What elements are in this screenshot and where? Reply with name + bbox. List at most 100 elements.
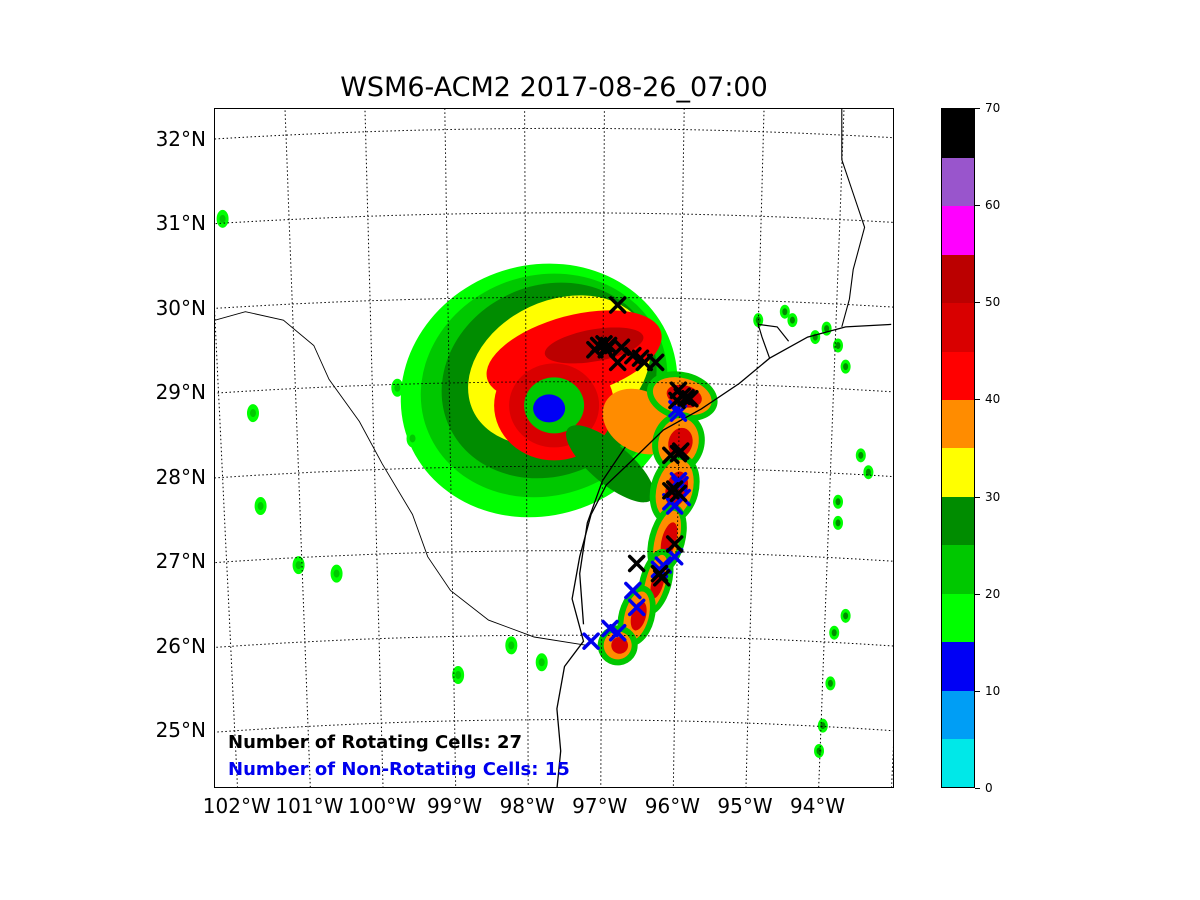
non-rotating-cell-count: Number of Non-Rotating Cells: 15	[228, 759, 570, 780]
colorbar-segment	[942, 157, 974, 207]
reflectivity-blob	[816, 747, 822, 755]
rotating-cell-marker	[650, 564, 669, 583]
reflectivity-blob	[835, 342, 841, 350]
colorbar-tick	[975, 302, 980, 304]
reflectivity-blob	[538, 658, 545, 667]
reflectivity-blob	[219, 214, 226, 223]
colorbar-tick	[975, 205, 980, 207]
parallel-line	[215, 127, 893, 140]
colorbar-segment	[942, 254, 974, 304]
reflectivity-colorbar	[941, 108, 975, 788]
reflectivity-blob	[789, 316, 795, 324]
rotating-cell-marker	[612, 338, 631, 356]
colorbar-tick	[975, 593, 980, 595]
map-axes	[214, 108, 894, 788]
non-rotating-cell-marker	[665, 547, 684, 566]
colorbar-tick-label: 50	[985, 295, 1001, 310]
non-rotating-cell-marker	[627, 598, 646, 617]
longitude-label: 102°W	[202, 794, 271, 818]
latitude-label: 32°N	[155, 126, 206, 151]
colorbar-segment	[942, 351, 974, 401]
non-rotating-cell-marker	[601, 619, 619, 638]
colorbar-tick-label: 60	[985, 198, 1001, 213]
colorbar-segment	[942, 690, 974, 740]
longitude-label: 101°W	[275, 794, 344, 818]
longitude-label: 97°W	[572, 794, 628, 818]
reflectivity-blob	[508, 641, 515, 650]
colorbar-segment	[942, 544, 974, 594]
longitude-label: 100°W	[348, 794, 416, 818]
reflectivity-blob	[257, 502, 264, 511]
parallel-line	[215, 296, 893, 309]
non-rotating-cell-marker	[669, 471, 688, 490]
colorbar-segment	[942, 399, 974, 449]
reflectivity-blob	[843, 612, 849, 620]
graticule-gridlines	[215, 109, 893, 787]
parallel-line	[215, 212, 893, 225]
latitude-label: 27°N	[155, 549, 206, 574]
reflectivity-blob	[835, 498, 841, 506]
reflectivity-blob	[843, 363, 849, 371]
reflectivity-blob	[394, 383, 401, 392]
boundary-line	[215, 311, 588, 646]
colorbar-tick-label: 20	[985, 586, 1001, 601]
parallel-line	[215, 465, 893, 479]
latitude-label: 26°N	[155, 633, 206, 658]
coastline-and-borders	[215, 109, 892, 787]
latitude-label: 28°N	[155, 464, 206, 489]
boundary-line	[841, 109, 866, 328]
latitude-label: 29°N	[155, 380, 206, 405]
colorbar-tick	[975, 788, 980, 789]
colorbar-segment	[942, 448, 974, 497]
colorbar-segment	[942, 496, 974, 546]
boundary-line	[556, 323, 892, 787]
reflectivity-blob	[295, 561, 302, 570]
rotating-cell-count: Number of Rotating Cells: 27	[228, 732, 523, 753]
rotating-cell-marker	[665, 535, 684, 553]
colorbar-segment	[942, 205, 974, 255]
colorbar-tick	[975, 496, 980, 498]
reflectivity-blob	[782, 308, 788, 316]
reflectivity-blob	[455, 670, 462, 679]
boundary-line	[757, 323, 790, 359]
reflectivity-blob	[544, 327, 644, 364]
colorbar-tick	[975, 108, 980, 109]
non-rotating-cell-marker	[624, 581, 642, 600]
meridian-line	[215, 308, 238, 787]
colorbar-segment	[942, 641, 974, 691]
colorbar-tick-label: 30	[985, 489, 1001, 504]
longitude-label: 98°W	[499, 794, 555, 818]
colorbar-segment	[942, 302, 974, 352]
rotating-cell-marker	[662, 482, 680, 500]
reflectivity-blob	[831, 629, 837, 637]
reflectivity-blob	[827, 679, 833, 687]
reflectivity-blob	[835, 519, 841, 527]
longitude-label: 96°W	[644, 794, 701, 818]
rotating-cell-marker	[677, 389, 695, 407]
parallel-line	[215, 381, 893, 394]
map-canvas	[215, 109, 893, 787]
non-rotating-cell-marker	[608, 623, 627, 642]
colorbar-tick-label: 70	[985, 101, 1001, 115]
longitude-label: 95°W	[717, 794, 773, 818]
reflectivity-blob	[824, 325, 830, 333]
meridian-line	[284, 109, 311, 787]
longitude-label: 99°W	[426, 794, 483, 818]
reflectivity-blob	[333, 569, 340, 578]
longitude-label: 94°W	[789, 794, 846, 818]
colorbar-segment	[942, 738, 974, 788]
parallel-line	[215, 634, 893, 648]
reflectivity-blob	[820, 722, 826, 730]
rotating-cell-marker	[631, 349, 650, 367]
parallel-line	[215, 550, 893, 564]
rotating-cell-marker	[646, 353, 665, 372]
non-rotating-cell-marker	[582, 632, 600, 650]
meridian-line	[745, 109, 765, 787]
rotating-cell-marker	[671, 442, 690, 460]
reflectivity-blob	[409, 434, 416, 443]
storm-cell-markers	[582, 296, 699, 650]
colorbar-tick	[975, 690, 980, 692]
latitude-label: 25°N	[155, 718, 206, 743]
meridian-line	[891, 745, 893, 787]
